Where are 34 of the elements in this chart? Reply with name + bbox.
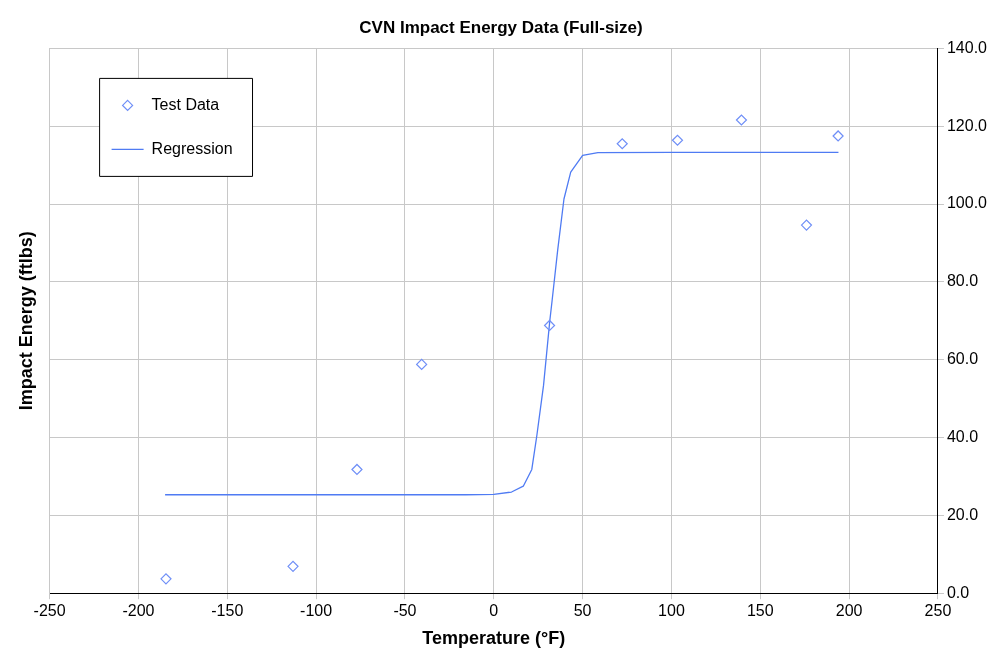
x-tick-label: -150: [211, 602, 244, 620]
point: [735, 114, 748, 126]
point: [832, 130, 844, 142]
y-tick-label: 0.0: [946, 583, 970, 601]
x-tick-label: -100: [300, 602, 333, 620]
y-tick-label: 80.0: [946, 272, 979, 290]
x-tick-label: 100: [658, 602, 685, 620]
point: [800, 219, 813, 231]
point: [351, 463, 363, 476]
y-tick-label: 100.0: [946, 194, 988, 212]
x-tick-label: -50: [393, 602, 417, 620]
y-tick-label: 40.0: [946, 427, 979, 445]
x-tick-label: 50: [573, 602, 592, 620]
x-axis-title: Temperature (°F): [422, 628, 566, 649]
legend-label: Regression: [151, 139, 233, 157]
point: [543, 319, 556, 332]
point: [616, 138, 628, 150]
y-tick-label: 60.0: [946, 350, 979, 368]
point: [671, 134, 684, 146]
y-axis-title: Impact Energy (ftlbs): [15, 231, 36, 411]
y-tick-label: 20.0: [946, 505, 979, 523]
y-tick-label: 140.0: [946, 38, 988, 56]
x-tick-label: 0: [489, 602, 499, 620]
point: [416, 358, 428, 370]
x-tick-label: 200: [835, 602, 863, 620]
point: [287, 560, 299, 572]
legend-label: Test Data: [151, 95, 220, 113]
point: [160, 573, 172, 585]
x-tick-label: 250: [924, 602, 952, 620]
x-tick-label: -200: [122, 602, 155, 620]
chart-title: CVN Impact Energy Data (Full-size): [359, 17, 643, 37]
y-tick-label: 120.0: [946, 116, 988, 134]
x-tick-label: -250: [33, 602, 66, 620]
x-tick-label: 150: [746, 602, 774, 620]
